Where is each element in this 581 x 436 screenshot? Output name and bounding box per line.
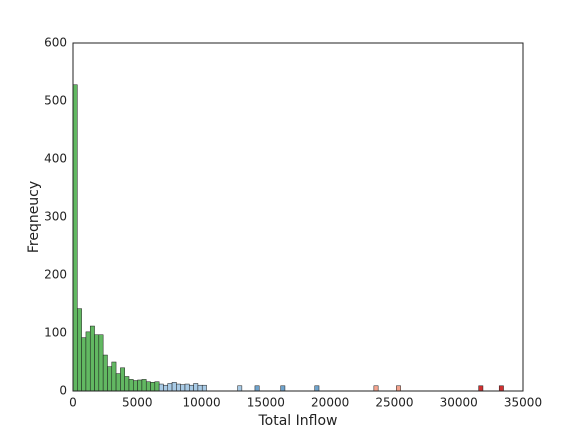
bar bbox=[115, 373, 121, 392]
y-tick-label: 400 bbox=[44, 152, 67, 166]
bar bbox=[280, 385, 286, 392]
bar bbox=[171, 382, 177, 392]
bar bbox=[167, 383, 173, 392]
y-axis-label: Freqneucy bbox=[26, 181, 42, 253]
bar bbox=[180, 384, 186, 392]
bar bbox=[254, 385, 260, 392]
x-axis-label: Total Inflow bbox=[258, 413, 338, 429]
bar bbox=[72, 84, 78, 392]
y-tick-label: 600 bbox=[44, 36, 67, 50]
bar bbox=[197, 384, 203, 392]
bar bbox=[107, 366, 113, 392]
plot-frame bbox=[72, 42, 524, 392]
x-tick-label: 10000 bbox=[182, 396, 220, 410]
y-tick-label: 100 bbox=[44, 326, 67, 340]
bar bbox=[141, 379, 147, 392]
bar bbox=[237, 385, 243, 392]
bar bbox=[124, 376, 130, 392]
x-tick-label: 20000 bbox=[311, 396, 349, 410]
bar bbox=[128, 379, 134, 392]
bar bbox=[163, 384, 169, 392]
bar bbox=[89, 325, 95, 392]
y-tick-label: 200 bbox=[44, 268, 67, 282]
bar bbox=[396, 385, 401, 392]
bar bbox=[314, 385, 320, 392]
bar bbox=[176, 383, 181, 392]
bar bbox=[373, 385, 379, 392]
bar bbox=[102, 354, 108, 392]
y-tick-label: 0 bbox=[59, 384, 67, 398]
bar bbox=[201, 384, 207, 392]
bar bbox=[150, 382, 156, 392]
bar bbox=[193, 383, 199, 392]
bar bbox=[137, 379, 143, 392]
bar bbox=[184, 383, 190, 392]
bar bbox=[94, 334, 100, 392]
bar bbox=[154, 381, 160, 392]
bar bbox=[85, 331, 91, 392]
y-tick-label: 300 bbox=[44, 210, 67, 224]
bar bbox=[77, 308, 82, 392]
bar bbox=[81, 337, 87, 392]
bar bbox=[111, 361, 117, 392]
x-tick-label: 0 bbox=[69, 396, 77, 410]
x-tick-label: 30000 bbox=[440, 396, 478, 410]
bar bbox=[498, 385, 504, 392]
bar bbox=[478, 385, 484, 392]
bar bbox=[133, 380, 138, 392]
x-tick-label: 15000 bbox=[247, 396, 285, 410]
bar bbox=[98, 334, 104, 392]
bar bbox=[145, 381, 151, 392]
x-tick-label: 25000 bbox=[375, 396, 413, 410]
y-tick-label: 500 bbox=[44, 94, 67, 108]
x-tick-label: 35000 bbox=[504, 396, 542, 410]
bar bbox=[158, 383, 164, 392]
x-tick-label: 5000 bbox=[122, 396, 153, 410]
bar bbox=[189, 384, 194, 392]
bar bbox=[120, 367, 125, 392]
